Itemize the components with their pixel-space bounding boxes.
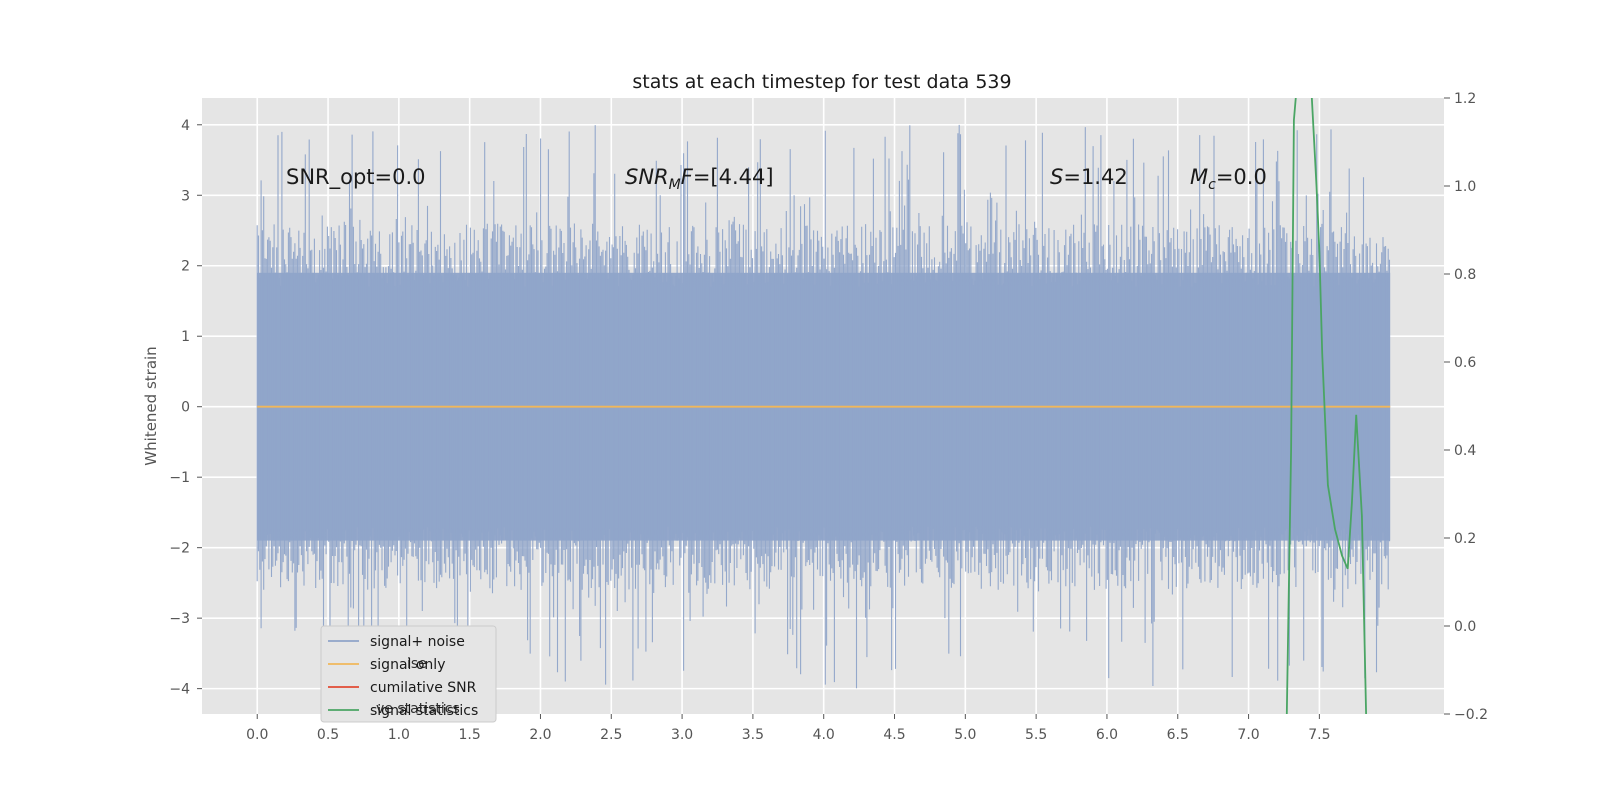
- y-tick-label: −1: [169, 470, 190, 486]
- legend: ise ve statistics signal+ noise signal on…: [320, 625, 497, 723]
- y-tick-label: −2: [169, 541, 190, 557]
- snr-mf-main: SNR: [625, 165, 669, 189]
- x-tick-label: 0.5: [317, 727, 339, 743]
- snr-mf-subscript: M: [669, 177, 681, 193]
- y2-tick-label: 0.4: [1454, 443, 1476, 459]
- y2-tick-label: 0.2: [1454, 531, 1476, 547]
- mc-value: =0.0: [1216, 165, 1267, 189]
- line-series: [257, 98, 1391, 714]
- x-tick-label: 0.0: [246, 727, 268, 743]
- y-tick-label: −4: [169, 682, 190, 698]
- s-value: =1.42: [1063, 165, 1127, 189]
- snr-mf-mid: F: [681, 165, 694, 189]
- annotation-mc: Mc=0.0: [1190, 165, 1267, 193]
- series-signal-statistics: [1285, 98, 1367, 714]
- x-tick-label: 4.0: [813, 727, 835, 743]
- y2-tick-label: 1.2: [1454, 91, 1476, 107]
- legend-label: signal only: [370, 657, 445, 673]
- y2-tick-label: 0.8: [1454, 267, 1476, 283]
- x-tick-label: 6.5: [1167, 727, 1189, 743]
- axis-ticks: 0.0 0.5 1.0 1.5 2.0 2.5 3.0 3.5 4.0 4.5 5.0 5.5 6.0 6…: [169, 91, 1488, 743]
- x-tick-label: 7.0: [1237, 727, 1259, 743]
- legend-label: signal+ noise: [370, 634, 465, 650]
- y-tick-label: 0: [181, 400, 190, 416]
- y2-tick-label: 1.0: [1454, 179, 1476, 195]
- legend-ghost-text-2: ve statistics: [376, 701, 460, 717]
- x-tick-label: 5.5: [1025, 727, 1047, 743]
- mc-variable: M: [1190, 165, 1208, 189]
- legend-label: cumilative SNR: [370, 680, 477, 696]
- y2-tick-label: 0.6: [1454, 355, 1476, 371]
- x-tick-label: 3.5: [742, 727, 764, 743]
- x-tick-label: 7.5: [1308, 727, 1330, 743]
- s-variable: S: [1050, 165, 1063, 189]
- y-tick-label: 2: [181, 259, 190, 275]
- y2-tick-label: −0.2: [1454, 707, 1488, 723]
- legend-ghost-text-1: ise: [407, 656, 427, 672]
- legend-box: [320, 625, 497, 723]
- legend-label: signal statistics: [370, 703, 478, 719]
- y-tick-label: 4: [181, 118, 190, 134]
- y-tick-label: 3: [181, 188, 190, 204]
- y-axis-label: Whitened strain: [142, 346, 160, 465]
- x-tick-label: 3.0: [671, 727, 693, 743]
- mc-subscript: c: [1208, 177, 1216, 193]
- x-tick-label: 6.0: [1096, 727, 1118, 743]
- x-tick-label: 5.0: [954, 727, 976, 743]
- y-tick-label: 1: [181, 329, 190, 345]
- x-tick-label: 1.5: [459, 727, 481, 743]
- legend-items: signal+ noise signal only cumilative SNR si…: [328, 634, 478, 719]
- annotation-snr-opt: SNR_opt=0.0: [286, 165, 426, 190]
- snr-mf-value: =[4.44]: [693, 165, 774, 189]
- annotation-s: S=1.42: [1050, 165, 1128, 189]
- x-tick-label: 4.5: [883, 727, 905, 743]
- y-tick-label: −3: [169, 611, 190, 627]
- x-tick-label: 1.0: [388, 727, 410, 743]
- x-tick-label: 2.5: [600, 727, 622, 743]
- y2-tick-label: 0.0: [1454, 619, 1476, 635]
- chart-title: stats at each timestep for test data 539: [632, 71, 1011, 93]
- annotation-snr-mf: SNRMF=[4.44]: [625, 165, 774, 193]
- x-tick-label: 2.0: [529, 727, 551, 743]
